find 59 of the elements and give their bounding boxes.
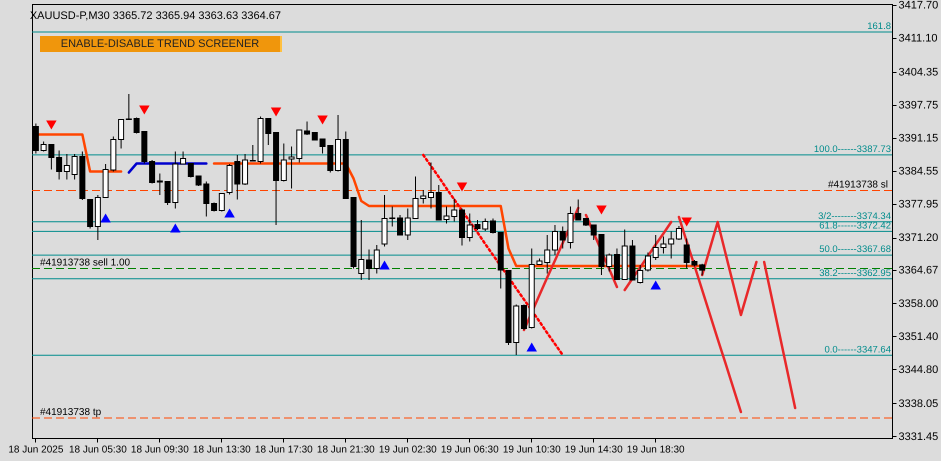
- y-tick-label: 3391.15: [898, 132, 938, 144]
- candlestick: [374, 244, 380, 274]
- point: [139, 105, 150, 115]
- y-tick-label: 3338.05: [898, 398, 938, 410]
- point: [526, 342, 537, 352]
- point: [650, 280, 661, 290]
- x-tick-label: 18 Jun 09:30: [130, 444, 190, 456]
- annotation: 0.0------3347.64: [824, 344, 891, 356]
- y-tick-label: 3344.80: [898, 364, 938, 376]
- x-tick-label: 18 Jun 21:30: [316, 444, 376, 456]
- y-tick-label: 3331.45: [898, 430, 938, 443]
- annotation: 161.8: [867, 21, 891, 32]
- y-tick-label: 3364.67: [898, 264, 938, 277]
- ref-line-label: #41913738 sell 1.00: [40, 258, 131, 268]
- annotation: 38.2------3362.95: [819, 268, 891, 279]
- annotation: 50.0------3367.68: [819, 244, 891, 256]
- y-tick-label: 3358.00: [898, 298, 938, 310]
- point: [270, 107, 282, 117]
- x-tick-label: 19 Jun 18:30: [626, 444, 686, 456]
- line-series: [678, 216, 742, 414]
- x-tick-label: 19 Jun 02:30: [378, 444, 438, 456]
- y-tick-label: 3404.35: [898, 66, 938, 78]
- point: [456, 182, 468, 192]
- point: [170, 223, 181, 233]
- annotation: 3/2--------3374.34: [818, 210, 891, 222]
- point: [317, 115, 328, 125]
- x-tick-label: 18 Jun 17:30: [254, 444, 314, 456]
- x-tick-label: 19 Jun 10:30: [502, 444, 562, 456]
- screener-button: ENABLE-DISABLE TREND SCREENER: [40, 36, 282, 52]
- ref-line-label: #41913738 tp: [40, 407, 102, 418]
- y-tick-label: 3384.55: [898, 165, 938, 178]
- point: [100, 213, 111, 223]
- candlestick: [280, 143, 287, 182]
- y-tick-label: 3397.75: [898, 99, 938, 112]
- candlestick: [684, 238, 690, 269]
- point: [46, 120, 57, 130]
- point: [681, 217, 692, 227]
- y-tick-label: 3417.70: [898, 0, 938, 12]
- y-tick-label: 3377.95: [898, 198, 938, 210]
- candlestick: [288, 146, 295, 189]
- point: [224, 208, 235, 218]
- point: [596, 205, 607, 215]
- ref-line-label: #41913738 sl: [828, 180, 888, 190]
- candlestick: [676, 226, 682, 240]
- x-tick-label: 19 Jun 06:30: [440, 444, 500, 456]
- line-series: [762, 260, 796, 410]
- line-series: [422, 154, 564, 356]
- annotation: 100.0------3387.73: [814, 144, 891, 155]
- annotation: 61.8------3372.42: [819, 220, 891, 232]
- candlestick: [218, 193, 225, 212]
- x-tick-label: 18 Jun 05:30: [68, 444, 128, 456]
- y-tick-label: 3351.40: [898, 331, 938, 343]
- line-series: [700, 220, 758, 316]
- x-tick-label: 18 Jun 13:30: [192, 444, 252, 456]
- point: [379, 260, 390, 270]
- y-tick-label: 3371.20: [898, 232, 938, 244]
- x-tick-label: 19 Jun 14:30: [564, 444, 624, 456]
- y-tick-label: 3411.10: [898, 32, 938, 44]
- x-tick-label: 18 Jun 2025: [8, 444, 64, 456]
